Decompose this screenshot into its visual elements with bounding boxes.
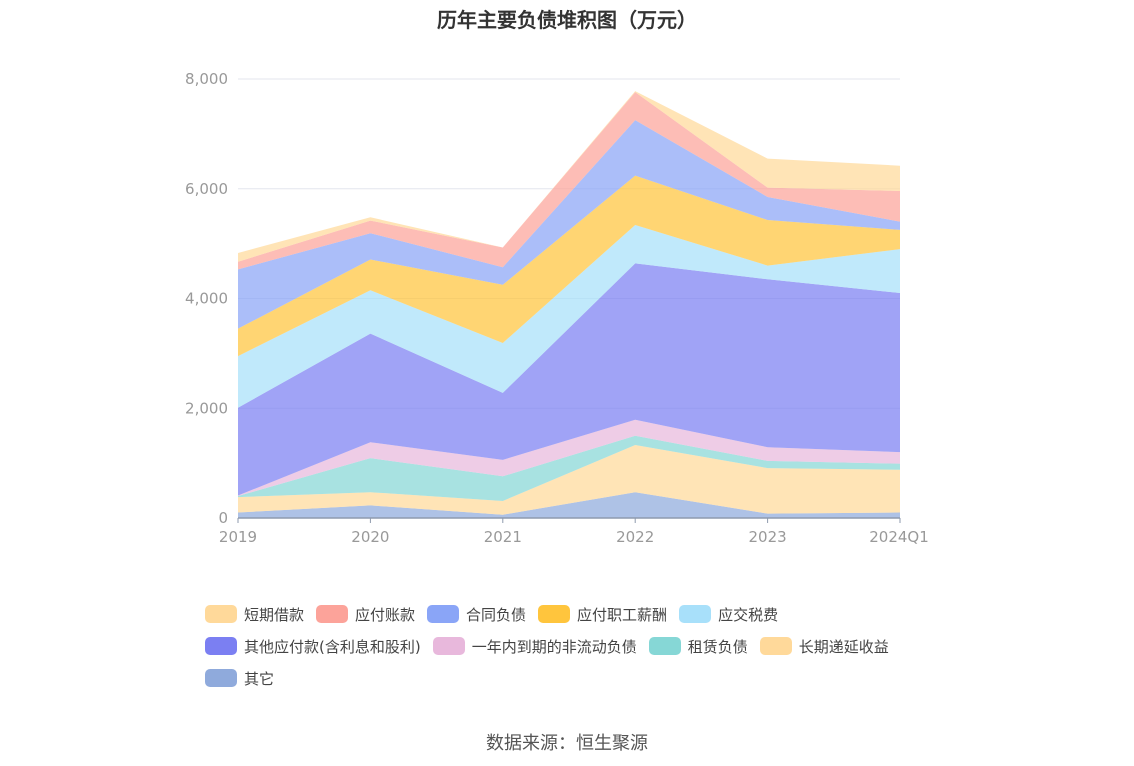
legend-label: 应交税费	[718, 605, 779, 624]
x-tick-label: 2020	[351, 528, 389, 546]
x-tick-label: 2022	[616, 528, 654, 546]
axes: 0 2,000 4,000 6,000 8,000 2019 2020 2021 2022 202…	[185, 70, 929, 546]
legend-swatch	[205, 605, 237, 623]
chart-title: 历年主要负债堆积图（万元）	[437, 8, 697, 32]
legend-label: 应付职工薪酬	[577, 605, 668, 624]
legend-item[interactable]: 租赁负债	[648, 636, 748, 657]
area-series-layer	[238, 91, 900, 518]
x-tick-label: 2024Q1	[869, 528, 929, 546]
source-note: 数据来源：恒生聚源	[486, 733, 648, 754]
area-series-8	[238, 92, 900, 270]
legend-swatch	[205, 637, 237, 655]
legend-swatch	[648, 637, 681, 655]
legend-item[interactable]: 合同负债	[427, 604, 526, 625]
legend-label: 应付账款	[355, 605, 416, 624]
legend-row: 短期借款 应付账款 合同负债 应付职工薪酬 应交税费	[205, 598, 965, 630]
legend-swatch	[759, 637, 792, 655]
area-series-4	[238, 263, 900, 496]
x-tick-label: 2019	[219, 528, 257, 546]
legend-item[interactable]: 其他应付款(含利息和股利)	[205, 636, 421, 657]
legend-label: 短期借款	[244, 605, 305, 624]
legend-label: 合同负债	[466, 605, 527, 624]
legend-swatch	[538, 605, 571, 623]
y-tick-label: 2,000	[185, 399, 228, 417]
area-series-9	[238, 91, 900, 262]
legend-label: 其它	[244, 669, 275, 688]
legend-item[interactable]: 一年内到期的非流动负债	[432, 636, 637, 657]
legend-row: 其他应付款(含利息和股利) 一年内到期的非流动负债 租赁负债 长期递延收益	[205, 630, 965, 662]
legend-swatch	[427, 605, 460, 623]
legend: 短期借款 应付账款 合同负债 应付职工薪酬 应交税费其他应付款(含利息和股利) 一年内到期…	[205, 598, 965, 694]
x-tick-label: 2023	[749, 528, 787, 546]
area-series-3	[238, 419, 900, 497]
legend-item[interactable]: 短期借款	[205, 604, 304, 625]
legend-item[interactable]: 应付账款	[316, 604, 415, 625]
legend-row: 其它	[205, 662, 965, 694]
legend-label: 其他应付款(含利息和股利)	[244, 637, 421, 656]
area-series-7	[238, 120, 900, 329]
legend-swatch	[205, 669, 237, 687]
legend-item[interactable]: 其它	[205, 668, 274, 689]
area-series-0	[238, 492, 900, 518]
x-tick-label: 2021	[484, 528, 522, 546]
y-tick-label: 0	[218, 509, 228, 527]
area-series-5	[238, 224, 900, 408]
legend-label: 长期递延收益	[798, 637, 889, 656]
y-tick-label: 6,000	[185, 180, 228, 198]
legend-item[interactable]: 长期递延收益	[759, 636, 889, 657]
legend-label: 一年内到期的非流动负债	[471, 637, 637, 656]
legend-item[interactable]: 应交税费	[679, 604, 778, 625]
y-tick-label: 4,000	[185, 290, 228, 308]
legend-label: 租赁负债	[687, 637, 748, 656]
legend-swatch	[316, 605, 349, 623]
y-tick-label: 8,000	[185, 70, 228, 88]
area-series-2	[238, 435, 900, 501]
legend-swatch	[679, 605, 712, 623]
area-series-6	[238, 175, 900, 357]
legend-item[interactable]: 应付职工薪酬	[538, 604, 667, 625]
legend-swatch	[432, 637, 465, 655]
area-series-1	[238, 445, 900, 515]
